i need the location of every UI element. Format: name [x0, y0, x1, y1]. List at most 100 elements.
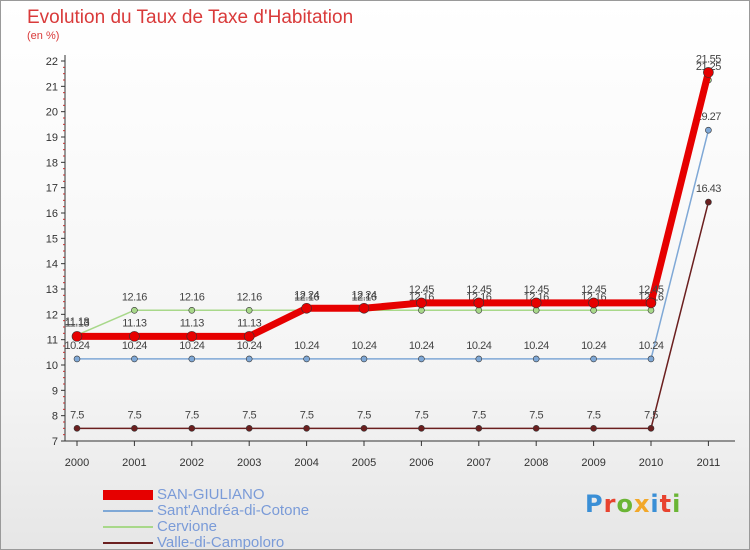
- legend-swatch: [103, 542, 153, 544]
- data-label: 11.13: [122, 317, 147, 329]
- y-tick-label: 17: [46, 183, 58, 195]
- data-point: [73, 355, 81, 363]
- data-point: [705, 198, 712, 206]
- data-label: 10.24: [122, 340, 147, 352]
- data-point: [360, 355, 368, 363]
- logo-letter: x: [633, 490, 651, 518]
- data-point: [131, 355, 138, 363]
- data-label: 11.13: [180, 317, 205, 329]
- logo-letter: i: [672, 490, 682, 518]
- data-label: 21.55: [696, 53, 721, 65]
- data-label: 12.45: [409, 284, 434, 296]
- data-point: [590, 425, 597, 432]
- data-label: 10.24: [409, 340, 434, 352]
- legend-item: Sant'Andréa-di-Cotone: [103, 502, 363, 519]
- x-tick-label: 2002: [180, 457, 204, 469]
- logo-letter: P: [585, 490, 604, 518]
- data-label: 7.5: [587, 409, 601, 421]
- data-label: 12.45: [524, 284, 549, 296]
- data-point: [129, 331, 140, 342]
- x-tick-label: 2003: [237, 457, 261, 469]
- chart-legend: SAN-GIULIANO Sant'Andréa-di-Cotone Cervi…: [103, 486, 363, 549]
- x-tick-label: 2000: [65, 457, 89, 469]
- data-label: 12.45: [638, 284, 663, 296]
- data-point: [416, 297, 427, 309]
- legend-item: Valle-di-Campoloro: [103, 534, 363, 549]
- data-point: [532, 425, 540, 432]
- logo-letter: i: [650, 490, 660, 518]
- data-point: [71, 331, 83, 342]
- data-label: 11.13: [65, 317, 90, 329]
- data-point: [358, 302, 370, 314]
- data-label: 7.5: [300, 409, 314, 421]
- data-label: 10.24: [237, 340, 262, 352]
- data-point: [301, 302, 312, 314]
- data-label: 16.43: [696, 183, 721, 195]
- data-point: [73, 425, 81, 432]
- y-tick-label: 16: [46, 208, 58, 220]
- data-label: 10.24: [179, 340, 204, 352]
- data-point: [186, 331, 198, 342]
- data-point: [532, 355, 540, 363]
- data-point: [703, 67, 714, 78]
- data-point: [475, 355, 483, 363]
- y-tick-label: 9: [52, 385, 58, 397]
- data-label: 7.5: [185, 409, 199, 421]
- legend-swatch: [103, 490, 153, 500]
- data-point: [647, 425, 655, 432]
- data-point: [245, 355, 253, 363]
- y-tick-label: 13: [46, 284, 58, 296]
- data-label: 7.5: [128, 409, 142, 421]
- data-point: [588, 297, 599, 309]
- x-tick-label: 2001: [122, 457, 146, 469]
- data-label: 12.16: [351, 291, 376, 303]
- data-point: [188, 425, 196, 432]
- data-label: 11.18: [65, 316, 90, 328]
- series-line: [77, 201, 710, 430]
- data-label: 7.5: [529, 409, 543, 421]
- logo-letter: r: [603, 490, 617, 518]
- data-point: [590, 355, 597, 363]
- x-tick-label: 2005: [352, 457, 376, 469]
- data-point: [188, 306, 196, 314]
- data-label: 7.5: [472, 409, 486, 421]
- data-label: 12.45: [581, 284, 606, 296]
- y-tick-label: 19: [46, 132, 58, 144]
- x-tick-label: 2004: [294, 457, 318, 469]
- logo-letter: o: [616, 490, 634, 518]
- y-tick-label: 21: [46, 81, 58, 93]
- data-label: 7.5: [415, 409, 429, 421]
- data-point: [473, 297, 485, 309]
- legend-label: SAN-GIULIANO: [157, 486, 265, 503]
- y-tick-label: 10: [46, 360, 58, 372]
- y-tick-label: 11: [47, 335, 58, 347]
- x-tick-label: 2007: [467, 457, 491, 469]
- y-tick-label: 7: [52, 436, 58, 448]
- data-label: 12.16: [294, 291, 319, 303]
- data-label: 19.27: [696, 111, 721, 123]
- data-label: 10.24: [524, 340, 549, 352]
- data-point: [530, 297, 542, 309]
- data-label: 7.5: [70, 409, 84, 421]
- y-tick-label: 12: [46, 309, 58, 321]
- legend-label: Sant'Andréa-di-Cotone: [157, 502, 310, 519]
- y-tick-label: 8: [52, 411, 58, 423]
- data-label: 7.5: [357, 409, 371, 421]
- series-line: [77, 129, 710, 360]
- data-point: [705, 126, 712, 134]
- data-label: 10.24: [466, 340, 491, 352]
- data-label: 12.16: [122, 291, 147, 303]
- data-point: [303, 425, 310, 432]
- data-label: 10.24: [64, 340, 89, 352]
- data-point: [647, 355, 655, 363]
- x-tick-label: 2006: [409, 457, 433, 469]
- data-point: [360, 425, 368, 432]
- data-point: [245, 425, 253, 432]
- data-label: 12.24: [351, 289, 376, 301]
- data-label: 7.5: [644, 409, 658, 421]
- data-point: [243, 331, 255, 342]
- series-line: [76, 79, 710, 336]
- y-tick-label: 18: [46, 157, 58, 169]
